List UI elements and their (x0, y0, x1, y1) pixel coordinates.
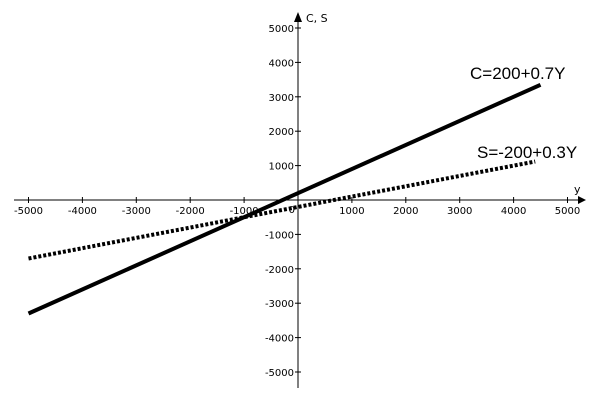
x-tick-label: 4000 (501, 206, 526, 217)
y-tick-label: -5000 (265, 368, 294, 379)
y-tick-label: 3000 (269, 93, 294, 104)
y-tick-label: -3000 (265, 299, 294, 310)
x-tick-label: 3000 (447, 206, 472, 217)
x-tick-label: 5000 (555, 206, 580, 217)
y-tick-label: -4000 (265, 334, 294, 345)
x-tick-label: -3000 (122, 206, 151, 217)
series-label-s: S=-200+0.3Y (477, 143, 577, 162)
series-group (27, 82, 542, 316)
series-line-s (28, 159, 536, 261)
x-axis-arrow (578, 196, 586, 204)
y-tick-label: 5000 (269, 24, 294, 35)
y-tick-label: 2000 (269, 127, 294, 138)
x-tick-label: 1000 (339, 206, 364, 217)
series-label-c: C=200+0.7Y (470, 64, 565, 83)
x-axis-label: y (574, 183, 581, 196)
y-axis-label: C, S (306, 12, 328, 25)
x-tick-label: -1000 (230, 206, 259, 217)
series-labels: C=200+0.7Y S=-200+0.3Y (470, 64, 577, 162)
series-line-c (27, 82, 542, 316)
x-tick-label: 2000 (393, 206, 418, 217)
tick-marks (28, 27, 568, 373)
y-tick-label: -2000 (265, 265, 294, 276)
y-axis-arrow (294, 12, 302, 22)
y-tick-label: 4000 (269, 58, 294, 69)
y-tick-label: 1000 (269, 162, 294, 173)
tick-labels: -5000 -4000 -3000 -2000 -1000 0 1000 2000 3000 40… (14, 24, 580, 379)
x-tick-label: 0 (289, 205, 295, 216)
x-tick-label: -2000 (176, 206, 205, 217)
x-tick-label: -5000 (14, 206, 43, 217)
y-tick-label: -1000 (265, 230, 294, 241)
x-tick-label: -4000 (68, 206, 97, 217)
